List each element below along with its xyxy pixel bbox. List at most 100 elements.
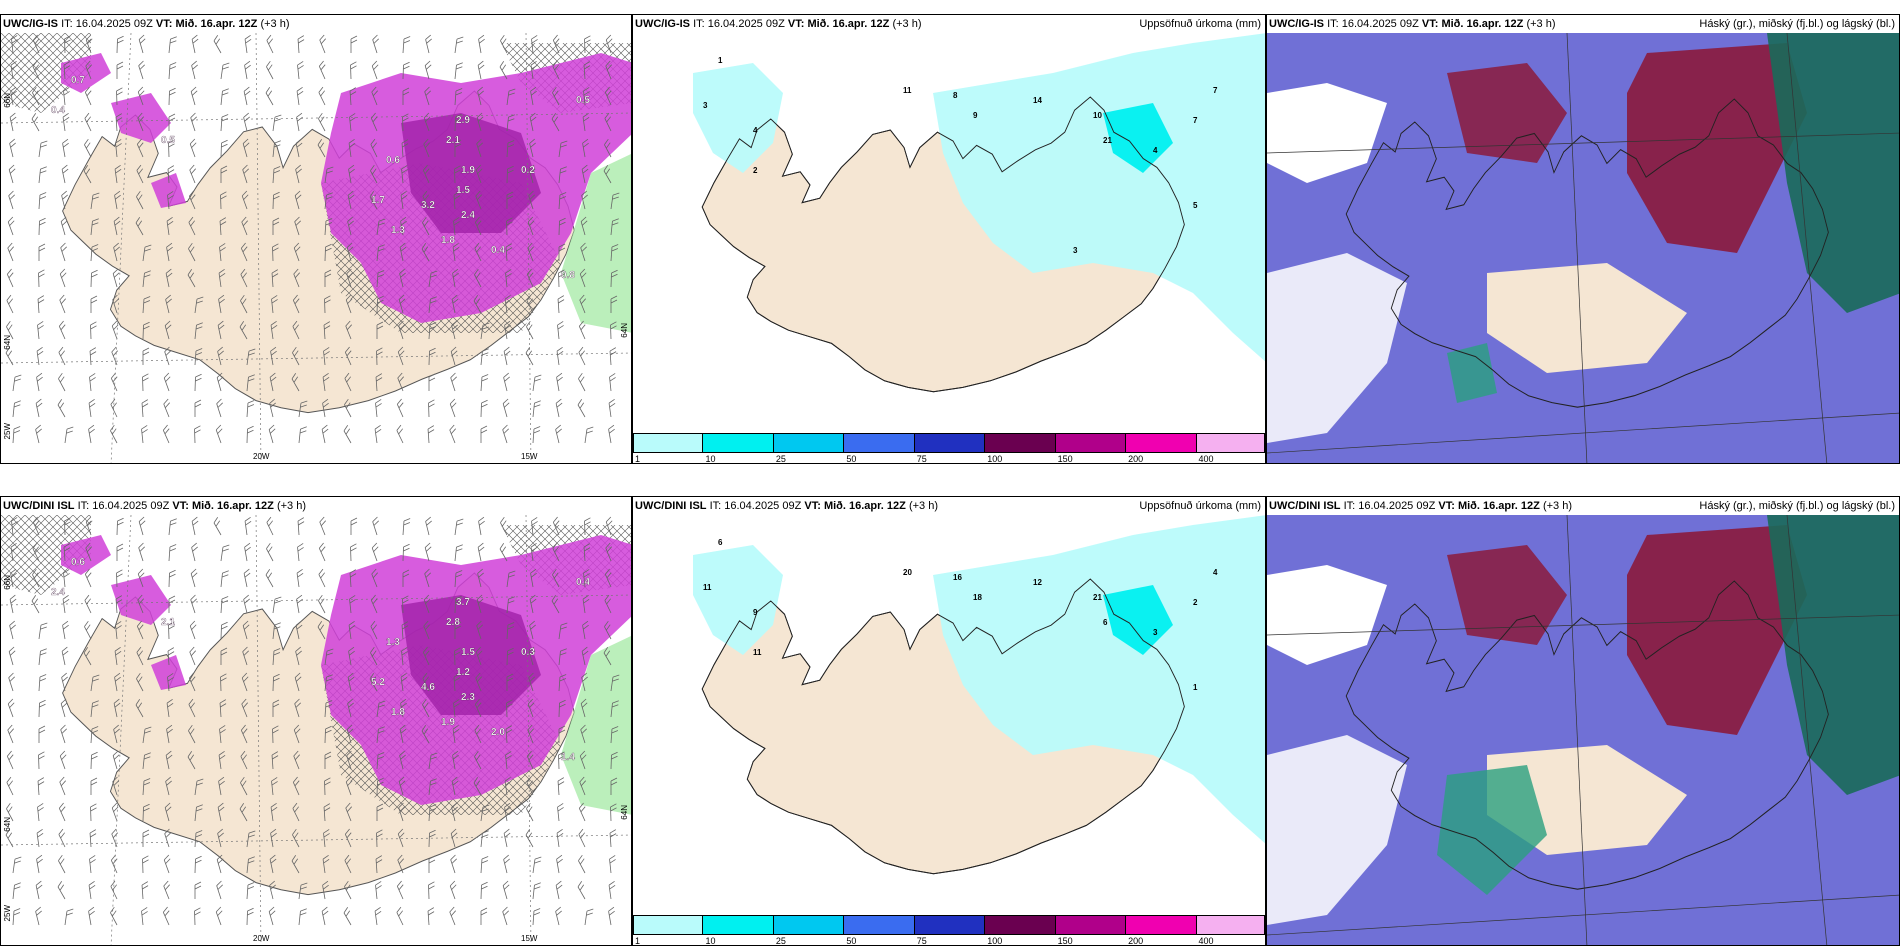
- wind-barb: [345, 802, 352, 822]
- wind-barb: [428, 347, 436, 366]
- wind-barb: [504, 777, 512, 796]
- wind-barb: [552, 516, 560, 536]
- wind-barb: [369, 673, 378, 692]
- precip-value-label: 0.7: [71, 75, 85, 86]
- wind-barb: [12, 882, 21, 900]
- wind-barb: [317, 621, 326, 640]
- wind-barb: [35, 880, 43, 900]
- wind-barb: [291, 855, 300, 874]
- precip-value-label: 3.7: [456, 597, 470, 608]
- wind-barb: [241, 672, 249, 692]
- precip-amount-label: 16: [953, 573, 962, 582]
- wind-barb: [451, 802, 458, 822]
- wind-barb: [194, 778, 204, 796]
- wind-barb: [136, 672, 144, 692]
- wind-barb: [480, 804, 490, 822]
- wind-barb: [319, 516, 326, 536]
- lat-label-64n-right: 64N: [620, 805, 629, 820]
- wind-barb: [62, 620, 69, 640]
- wind-barb: [7, 724, 14, 744]
- wind-barb: [397, 372, 404, 392]
- wind-barb: [63, 569, 70, 588]
- wind-barb: [558, 622, 568, 640]
- vt-value: Mið. 16.apr. 12Z: [1457, 500, 1540, 512]
- wind-barb: [451, 320, 458, 340]
- wind-barb: [610, 295, 618, 313]
- wind-barb: [376, 347, 383, 366]
- wind-barb: [454, 647, 461, 666]
- precip-value-label: 0.6: [386, 155, 400, 166]
- iceland-outline: [1345, 98, 1829, 408]
- wind-barb: [63, 61, 71, 80]
- wind-barb: [10, 61, 18, 80]
- wind-barb: [190, 112, 197, 132]
- wind-barb: [605, 516, 613, 536]
- wind-barb: [38, 622, 48, 640]
- wind-barb: [90, 803, 97, 822]
- wind-barb: [218, 751, 226, 770]
- iceland-outline: [701, 578, 1185, 875]
- wind-barb: [298, 426, 307, 444]
- wind-barb: [7, 242, 14, 262]
- wind-barb: [324, 243, 332, 262]
- wind-barb: [428, 804, 437, 822]
- wind-barb: [344, 828, 352, 848]
- wind-barb: [84, 86, 92, 106]
- wind-barb: [449, 398, 457, 418]
- wind-barb: [428, 855, 436, 873]
- wind-barb: [584, 908, 594, 926]
- colorbar-tick-label: 400: [1198, 936, 1214, 946]
- wind-barb: [167, 191, 174, 210]
- wind-barb: [85, 516, 93, 536]
- wind-barb: [168, 62, 177, 80]
- wind-barb: [344, 372, 352, 392]
- vt-label: VT:: [787, 18, 805, 30]
- wind-barb: [558, 217, 566, 236]
- wind-barb: [137, 594, 144, 614]
- wind-barb: [371, 86, 378, 106]
- wind-barb: [425, 34, 432, 54]
- wind-barb: [398, 802, 405, 822]
- wind-barb: [138, 60, 145, 80]
- wind-barb: [220, 544, 230, 562]
- wind-barb: [397, 346, 405, 366]
- wind-barb: [142, 752, 151, 770]
- wind-barb: [473, 295, 482, 314]
- wind-barb: [59, 268, 67, 288]
- colorbar-tick-label: 100: [987, 454, 1003, 464]
- wind-barb: [246, 856, 255, 874]
- precip-value-label: 1.4: [561, 752, 575, 763]
- colorbar-tick-label: 50: [846, 936, 857, 946]
- vt-label: VT:: [804, 500, 821, 512]
- wind-barb: [295, 138, 303, 158]
- wind-barb: [345, 776, 353, 796]
- wind-barb: [529, 112, 537, 132]
- wind-barb: [603, 647, 612, 666]
- wind-barb: [297, 517, 305, 536]
- wind-barb: [399, 242, 407, 262]
- wind-barb: [111, 346, 118, 366]
- wind-barb: [188, 724, 196, 744]
- wind-barb: [376, 270, 385, 288]
- wind-barb: [84, 594, 92, 614]
- wind-barb: [454, 88, 463, 106]
- wind-barb: [217, 346, 224, 366]
- iceland-outline: [701, 96, 1185, 393]
- wind-barb: [116, 569, 123, 588]
- wind-barb: [295, 620, 303, 640]
- wind-barb: [270, 346, 277, 366]
- wind-barb: [528, 164, 536, 184]
- lon-label-25w: 25W: [3, 905, 12, 922]
- wind-barb: [322, 855, 330, 874]
- wind-barb: [166, 724, 173, 744]
- wind-barb: [58, 828, 66, 848]
- wind-barb: [502, 398, 510, 418]
- wind-barb: [116, 517, 124, 536]
- precip-amount-label: 21: [1093, 593, 1102, 602]
- wind-barb: [243, 86, 251, 106]
- wind-barb: [348, 646, 355, 666]
- wind-barb: [349, 87, 357, 106]
- wind-barb: [294, 216, 301, 236]
- wind-barb: [428, 752, 438, 770]
- clear-area: [1267, 735, 1407, 925]
